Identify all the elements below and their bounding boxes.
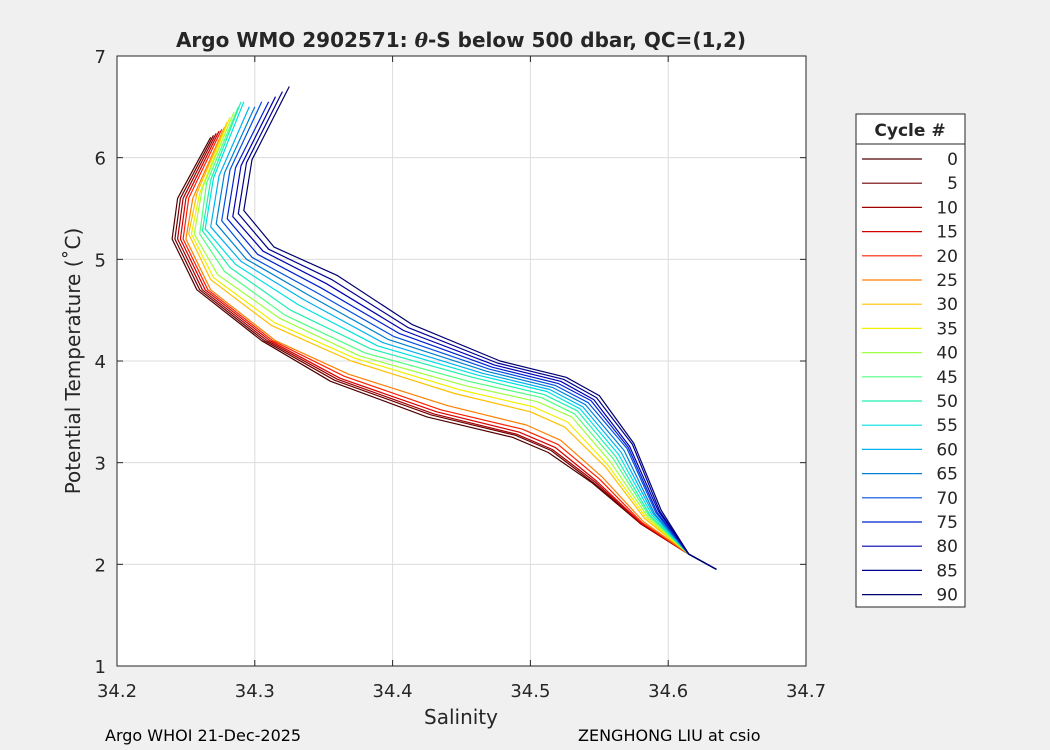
ticks <box>116 55 807 667</box>
x-tick-labels: 34.2 34.3 34.4 34.5 34.6 34.7 <box>97 681 826 702</box>
legend-label: 65 <box>936 465 958 485</box>
series-line-cycle-70 <box>221 101 717 570</box>
legend-label: 90 <box>936 586 958 606</box>
series-line-cycle-60 <box>210 106 717 570</box>
series-line-cycle-55 <box>204 101 717 570</box>
series-line-cycle-85 <box>237 91 717 570</box>
x-tick-label: 34.7 <box>786 681 826 702</box>
series-line-cycle-25 <box>185 126 717 570</box>
y-tick-label: 4 <box>95 352 106 373</box>
series-line-cycle-45 <box>199 106 717 570</box>
series-layer <box>171 86 717 570</box>
legend-label: 40 <box>936 344 958 364</box>
x-tick-label: 34.2 <box>97 681 137 702</box>
footer-right: ZENGHONG LIU at csio <box>578 726 761 745</box>
x-tick-label: 34.5 <box>510 681 550 702</box>
y-tick-label: 5 <box>95 250 106 271</box>
title-prefix: Argo WMO 2902571: <box>176 28 415 52</box>
x-tick-label: 34.6 <box>648 681 688 702</box>
series-line-cycle-30 <box>188 121 717 570</box>
title-suffix: -S below 500 dbar, QC=(1,2) <box>428 28 746 52</box>
series-line-cycle-80 <box>232 96 717 570</box>
x-tick-label: 34.3 <box>235 681 275 702</box>
series-line-cycle-50 <box>201 101 717 570</box>
chart-title: Argo WMO 2902571: θ-S below 500 dbar, QC… <box>176 28 746 52</box>
series-line-cycle-75 <box>226 101 717 570</box>
y-tick-label: 6 <box>95 149 106 170</box>
series-line-cycle-65 <box>215 106 717 570</box>
legend-label: 45 <box>936 368 958 388</box>
series-line-cycle-20 <box>182 128 717 570</box>
y-tick-label: 2 <box>95 555 106 576</box>
legend: Cycle # 0 5 10 15 20 25 30 35 40 45 50 55 60 65 70 75 80… <box>855 113 966 608</box>
legend-label: 25 <box>936 271 958 291</box>
legend-label: 15 <box>936 223 958 243</box>
legend-label: 80 <box>936 537 958 557</box>
series-line-cycle-90 <box>243 86 717 570</box>
legend-box <box>855 113 966 608</box>
x-axis-label: Salinity <box>424 705 498 729</box>
legend-title: Cycle # <box>874 121 945 141</box>
title-theta: θ <box>415 28 429 52</box>
legend-label: 10 <box>936 198 958 218</box>
legend-label: 60 <box>936 440 958 460</box>
y-tick-label: 7 <box>95 47 106 68</box>
legend-label: 30 <box>936 295 958 315</box>
legend-label: 5 <box>947 174 958 194</box>
legend-label: 20 <box>936 247 958 267</box>
legend-label: 70 <box>936 489 958 509</box>
series-line-cycle-35 <box>190 116 717 570</box>
y-tick-labels: 1 2 3 4 5 6 7 <box>95 47 106 678</box>
legend-label: 85 <box>936 561 958 581</box>
legend-label: 35 <box>936 319 958 339</box>
x-tick-label: 34.4 <box>373 681 413 702</box>
series-line-cycle-10 <box>177 133 717 570</box>
y-tick-label: 3 <box>95 454 106 475</box>
legend-label: 50 <box>936 392 958 412</box>
footer-left: Argo WHOI 21-Dec-2025 <box>105 726 302 745</box>
series-line-cycle-40 <box>193 111 717 570</box>
legend-label: 0 <box>947 150 958 170</box>
legend-label: 55 <box>936 416 958 436</box>
y-axis-label: Potential Temperature (˚C) <box>61 228 85 495</box>
legend-label: 75 <box>936 513 958 533</box>
y-tick-label: 1 <box>95 657 106 678</box>
series-line-cycle-15 <box>179 130 717 570</box>
legend-entries: 0 5 10 15 20 25 30 35 40 45 50 55 60 65 70 75 80 85 90 <box>862 150 958 606</box>
